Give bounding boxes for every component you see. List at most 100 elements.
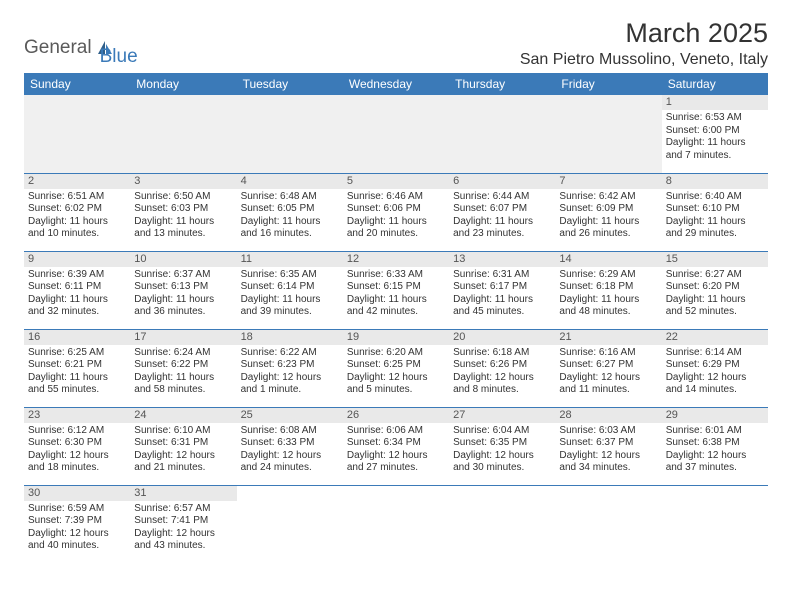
sunrise-text: Sunrise: 6:25 AM bbox=[28, 347, 126, 360]
day-details: Sunrise: 6:51 AMSunset: 6:02 PMDaylight:… bbox=[24, 189, 130, 243]
weekday-header: Monday bbox=[130, 73, 236, 95]
daylight-text: Daylight: 11 hours and 32 minutes. bbox=[28, 294, 126, 319]
calendar-cell: 6Sunrise: 6:44 AMSunset: 6:07 PMDaylight… bbox=[449, 173, 555, 251]
daylight-text: Daylight: 11 hours and 55 minutes. bbox=[28, 372, 126, 397]
day-number: 1 bbox=[662, 95, 768, 110]
sunrise-text: Sunrise: 6:20 AM bbox=[347, 347, 445, 360]
logo-text-general: General bbox=[24, 37, 92, 59]
sunset-text: Sunset: 6:33 PM bbox=[241, 437, 339, 450]
sunrise-text: Sunrise: 6:46 AM bbox=[347, 191, 445, 204]
day-number: 17 bbox=[130, 330, 236, 345]
sunset-text: Sunset: 6:26 PM bbox=[453, 359, 551, 372]
day-details: Sunrise: 6:18 AMSunset: 6:26 PMDaylight:… bbox=[449, 345, 555, 399]
day-details: Sunrise: 6:10 AMSunset: 6:31 PMDaylight:… bbox=[130, 423, 236, 477]
sunrise-text: Sunrise: 6:33 AM bbox=[347, 269, 445, 282]
day-details: Sunrise: 6:29 AMSunset: 6:18 PMDaylight:… bbox=[555, 267, 661, 321]
calendar-cell: 7Sunrise: 6:42 AMSunset: 6:09 PMDaylight… bbox=[555, 173, 661, 251]
calendar-cell-empty bbox=[130, 95, 236, 173]
daylight-text: Daylight: 11 hours and 42 minutes. bbox=[347, 294, 445, 319]
sunset-text: Sunset: 6:13 PM bbox=[134, 281, 232, 294]
day-details: Sunrise: 6:50 AMSunset: 6:03 PMDaylight:… bbox=[130, 189, 236, 243]
daylight-text: Daylight: 12 hours and 14 minutes. bbox=[666, 372, 764, 397]
calendar-cell-empty bbox=[449, 485, 555, 563]
sunrise-text: Sunrise: 6:48 AM bbox=[241, 191, 339, 204]
calendar-cell: 12Sunrise: 6:33 AMSunset: 6:15 PMDayligh… bbox=[343, 251, 449, 329]
day-details: Sunrise: 6:44 AMSunset: 6:07 PMDaylight:… bbox=[449, 189, 555, 243]
calendar-cell-empty bbox=[24, 95, 130, 173]
daylight-text: Daylight: 12 hours and 40 minutes. bbox=[28, 528, 126, 553]
daylight-text: Daylight: 11 hours and 20 minutes. bbox=[347, 216, 445, 241]
sunrise-text: Sunrise: 6:04 AM bbox=[453, 425, 551, 438]
sunrise-text: Sunrise: 6:27 AM bbox=[666, 269, 764, 282]
sunrise-text: Sunrise: 6:44 AM bbox=[453, 191, 551, 204]
calendar-cell: 23Sunrise: 6:12 AMSunset: 6:30 PMDayligh… bbox=[24, 407, 130, 485]
sunrise-text: Sunrise: 6:37 AM bbox=[134, 269, 232, 282]
day-details: Sunrise: 6:33 AMSunset: 6:15 PMDaylight:… bbox=[343, 267, 449, 321]
daylight-text: Daylight: 12 hours and 34 minutes. bbox=[559, 450, 657, 475]
sunrise-text: Sunrise: 6:14 AM bbox=[666, 347, 764, 360]
daylight-text: Daylight: 12 hours and 5 minutes. bbox=[347, 372, 445, 397]
day-number: 26 bbox=[343, 408, 449, 423]
day-details: Sunrise: 6:16 AMSunset: 6:27 PMDaylight:… bbox=[555, 345, 661, 399]
day-number: 8 bbox=[662, 174, 768, 189]
day-details: Sunrise: 6:31 AMSunset: 6:17 PMDaylight:… bbox=[449, 267, 555, 321]
calendar-cell-empty bbox=[555, 485, 661, 563]
sunset-text: Sunset: 6:22 PM bbox=[134, 359, 232, 372]
daylight-text: Daylight: 11 hours and 58 minutes. bbox=[134, 372, 232, 397]
sunset-text: Sunset: 6:21 PM bbox=[28, 359, 126, 372]
calendar-cell: 2Sunrise: 6:51 AMSunset: 6:02 PMDaylight… bbox=[24, 173, 130, 251]
calendar-cell: 11Sunrise: 6:35 AMSunset: 6:14 PMDayligh… bbox=[237, 251, 343, 329]
day-details: Sunrise: 6:27 AMSunset: 6:20 PMDaylight:… bbox=[662, 267, 768, 321]
calendar-row: 2Sunrise: 6:51 AMSunset: 6:02 PMDaylight… bbox=[24, 173, 768, 251]
sunset-text: Sunset: 6:14 PM bbox=[241, 281, 339, 294]
location: San Pietro Mussolino, Veneto, Italy bbox=[520, 51, 768, 69]
sunset-text: Sunset: 7:41 PM bbox=[134, 515, 232, 528]
day-number: 22 bbox=[662, 330, 768, 345]
daylight-text: Daylight: 12 hours and 43 minutes. bbox=[134, 528, 232, 553]
day-number: 25 bbox=[237, 408, 343, 423]
sunrise-text: Sunrise: 6:59 AM bbox=[28, 503, 126, 516]
day-details: Sunrise: 6:22 AMSunset: 6:23 PMDaylight:… bbox=[237, 345, 343, 399]
daylight-text: Daylight: 12 hours and 8 minutes. bbox=[453, 372, 551, 397]
calendar-table: SundayMondayTuesdayWednesdayThursdayFrid… bbox=[24, 73, 768, 563]
day-details: Sunrise: 6:06 AMSunset: 6:34 PMDaylight:… bbox=[343, 423, 449, 477]
day-number: 5 bbox=[343, 174, 449, 189]
daylight-text: Daylight: 11 hours and 48 minutes. bbox=[559, 294, 657, 319]
weekday-header: Saturday bbox=[662, 73, 768, 95]
day-number: 11 bbox=[237, 252, 343, 267]
day-details: Sunrise: 6:14 AMSunset: 6:29 PMDaylight:… bbox=[662, 345, 768, 399]
calendar-cell-empty bbox=[237, 485, 343, 563]
daylight-text: Daylight: 12 hours and 1 minute. bbox=[241, 372, 339, 397]
calendar-cell: 24Sunrise: 6:10 AMSunset: 6:31 PMDayligh… bbox=[130, 407, 236, 485]
calendar-cell: 1Sunrise: 6:53 AMSunset: 6:00 PMDaylight… bbox=[662, 95, 768, 173]
day-number: 9 bbox=[24, 252, 130, 267]
day-number: 4 bbox=[237, 174, 343, 189]
sunset-text: Sunset: 6:02 PM bbox=[28, 203, 126, 216]
calendar-cell: 9Sunrise: 6:39 AMSunset: 6:11 PMDaylight… bbox=[24, 251, 130, 329]
day-number: 31 bbox=[130, 486, 236, 501]
calendar-cell-empty bbox=[555, 95, 661, 173]
day-number: 21 bbox=[555, 330, 661, 345]
sunrise-text: Sunrise: 6:08 AM bbox=[241, 425, 339, 438]
calendar-cell: 13Sunrise: 6:31 AMSunset: 6:17 PMDayligh… bbox=[449, 251, 555, 329]
header: General Blue March 2025 San Pietro Musso… bbox=[24, 18, 768, 69]
daylight-text: Daylight: 11 hours and 23 minutes. bbox=[453, 216, 551, 241]
sunrise-text: Sunrise: 6:53 AM bbox=[666, 112, 764, 125]
calendar-cell: 25Sunrise: 6:08 AMSunset: 6:33 PMDayligh… bbox=[237, 407, 343, 485]
daylight-text: Daylight: 12 hours and 21 minutes. bbox=[134, 450, 232, 475]
weekday-row: SundayMondayTuesdayWednesdayThursdayFrid… bbox=[24, 73, 768, 95]
daylight-text: Daylight: 12 hours and 30 minutes. bbox=[453, 450, 551, 475]
calendar-cell: 21Sunrise: 6:16 AMSunset: 6:27 PMDayligh… bbox=[555, 329, 661, 407]
daylight-text: Daylight: 11 hours and 36 minutes. bbox=[134, 294, 232, 319]
sunrise-text: Sunrise: 6:24 AM bbox=[134, 347, 232, 360]
day-number: 19 bbox=[343, 330, 449, 345]
calendar-cell-empty bbox=[343, 95, 449, 173]
calendar-cell: 26Sunrise: 6:06 AMSunset: 6:34 PMDayligh… bbox=[343, 407, 449, 485]
calendar-row: 1Sunrise: 6:53 AMSunset: 6:00 PMDaylight… bbox=[24, 95, 768, 173]
sunset-text: Sunset: 6:00 PM bbox=[666, 125, 764, 138]
sunrise-text: Sunrise: 6:16 AM bbox=[559, 347, 657, 360]
sunset-text: Sunset: 6:30 PM bbox=[28, 437, 126, 450]
sunset-text: Sunset: 6:05 PM bbox=[241, 203, 339, 216]
daylight-text: Daylight: 11 hours and 10 minutes. bbox=[28, 216, 126, 241]
daylight-text: Daylight: 11 hours and 39 minutes. bbox=[241, 294, 339, 319]
